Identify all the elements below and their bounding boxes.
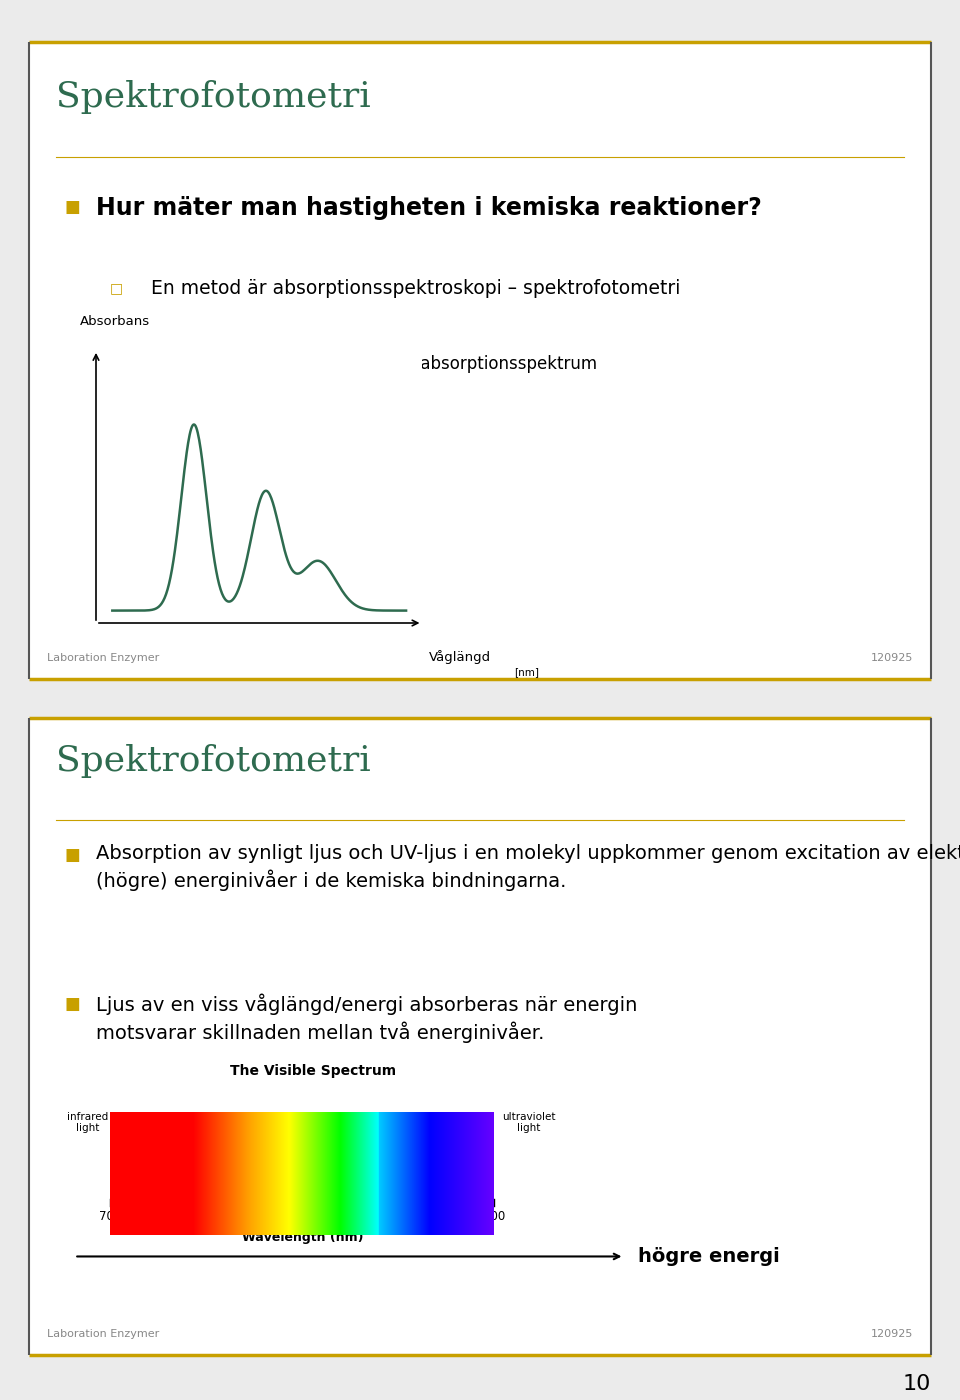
Text: ultraviolet
light: ultraviolet light (502, 1112, 556, 1134)
Text: 120925: 120925 (871, 1329, 913, 1340)
Text: Wavelength (nm): Wavelength (nm) (242, 1231, 363, 1245)
Text: □: □ (169, 357, 180, 371)
Text: 400: 400 (483, 1210, 506, 1224)
Text: 600: 600 (228, 1210, 250, 1224)
Text: [nm]: [nm] (514, 666, 539, 676)
Text: högre energi: högre energi (637, 1247, 780, 1266)
Text: Absorption av synligt ljus och UV-ljus i en molekyl uppkommer genom excitation a: Absorption av synligt ljus och UV-ljus i… (96, 844, 960, 892)
Text: Olika molekyler har olika absorptionsspektrum: Olika molekyler har olika absorptionsspe… (209, 356, 597, 374)
Text: The Visible Spectrum: The Visible Spectrum (230, 1064, 396, 1078)
Text: 120925: 120925 (871, 652, 913, 664)
Text: □: □ (110, 281, 123, 295)
Text: Hur mäter man hastigheten i kemiska reaktioner?: Hur mäter man hastigheten i kemiska reak… (96, 196, 762, 220)
Text: Spektrofotometri: Spektrofotometri (56, 743, 371, 777)
Text: Laboration Enzymer: Laboration Enzymer (47, 1329, 159, 1340)
Text: Spektrofotometri: Spektrofotometri (56, 80, 371, 115)
Text: 10: 10 (902, 1375, 931, 1394)
Text: infrared
light: infrared light (67, 1112, 108, 1134)
Text: 700: 700 (99, 1210, 122, 1224)
Text: Laboration Enzymer: Laboration Enzymer (47, 652, 159, 664)
Text: Våglängd: Våglängd (429, 650, 492, 664)
Text: 500: 500 (355, 1210, 377, 1224)
Text: Ljus av en viss våglängd/energi absorberas när energin
motsvarar skillnaden mell: Ljus av en viss våglängd/energi absorber… (96, 994, 637, 1043)
Text: En metod är absorptionsspektroskopi – spektrofotometri: En metod är absorptionsspektroskopi – sp… (151, 279, 680, 298)
Text: ■: ■ (65, 197, 81, 216)
Text: Absorbans: Absorbans (80, 315, 150, 328)
Text: ■: ■ (65, 995, 81, 1014)
Text: ■: ■ (65, 846, 81, 864)
